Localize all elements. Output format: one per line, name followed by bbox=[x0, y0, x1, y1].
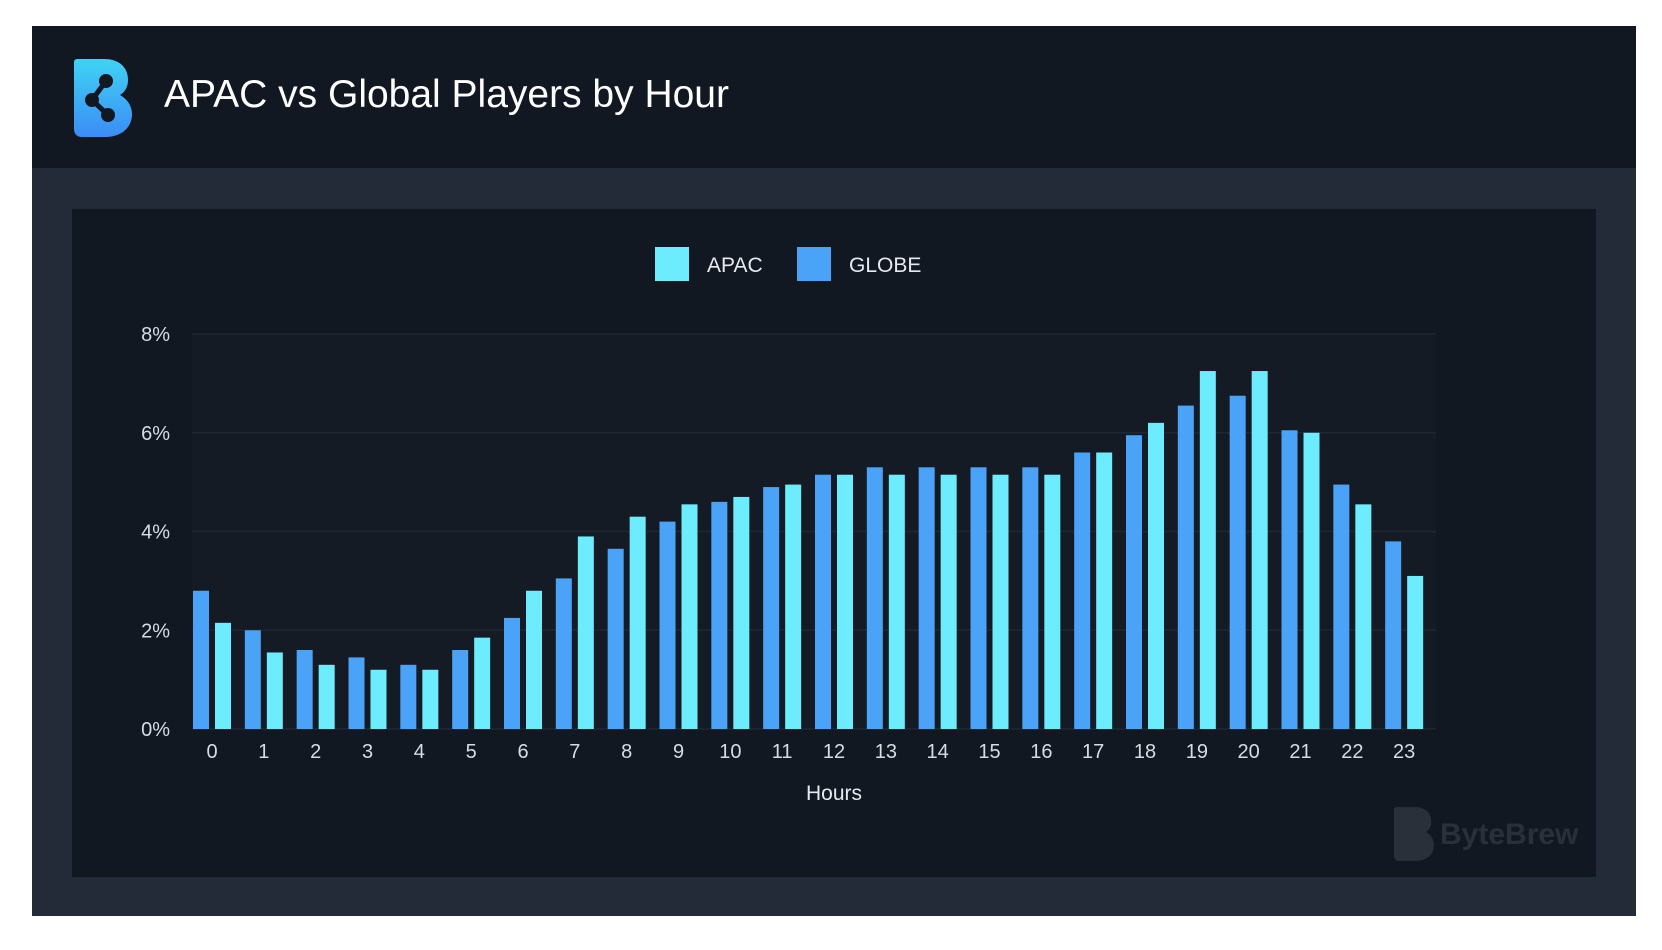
x-tick-label: 9 bbox=[673, 741, 684, 763]
bar-apac-16 bbox=[1044, 474, 1061, 729]
x-tick-label: 14 bbox=[927, 741, 949, 763]
x-tick-label: 17 bbox=[1082, 741, 1104, 763]
bar-apac-13 bbox=[888, 474, 905, 729]
x-tick-label: 2 bbox=[310, 741, 321, 763]
bar-globe-13 bbox=[866, 467, 883, 729]
x-tick-label: 10 bbox=[719, 741, 741, 763]
x-tick-label: 16 bbox=[1030, 741, 1052, 763]
bar-globe-8 bbox=[607, 548, 624, 729]
bytebrew-logo-icon bbox=[74, 59, 132, 137]
bar-apac-5 bbox=[474, 637, 491, 729]
bar-apac-20 bbox=[1251, 371, 1268, 729]
bar-globe-7 bbox=[555, 578, 572, 729]
bar-apac-1 bbox=[266, 652, 283, 729]
x-tick-label: 5 bbox=[466, 741, 477, 763]
bar-apac-23 bbox=[1407, 575, 1424, 729]
x-tick-label: 19 bbox=[1186, 741, 1208, 763]
bar-globe-0 bbox=[193, 590, 209, 729]
bar-globe-17 bbox=[1074, 452, 1091, 729]
bar-globe-6 bbox=[504, 617, 520, 729]
bar-globe-21 bbox=[1281, 430, 1298, 729]
bar-globe-5 bbox=[452, 650, 469, 729]
x-tick-label: 1 bbox=[258, 741, 269, 763]
legend-swatch-globe bbox=[797, 247, 831, 281]
x-tick-label: 20 bbox=[1238, 741, 1260, 763]
x-tick-label: 23 bbox=[1393, 741, 1415, 763]
x-tick-label: 4 bbox=[414, 741, 425, 763]
bar-apac-10 bbox=[733, 496, 750, 729]
bar-apac-0 bbox=[215, 622, 231, 729]
bar-globe-9 bbox=[659, 521, 676, 729]
x-tick-label: 12 bbox=[823, 741, 845, 763]
legend-swatch-apac bbox=[655, 247, 689, 281]
bar-apac-17 bbox=[1096, 452, 1113, 729]
y-tick-label: 2% bbox=[141, 620, 170, 642]
y-tick-label: 4% bbox=[141, 522, 170, 544]
bar-apac-9 bbox=[681, 504, 698, 729]
bar-apac-15 bbox=[992, 474, 1009, 729]
x-tick-label: 21 bbox=[1289, 741, 1311, 763]
bar-apac-18 bbox=[1148, 422, 1164, 729]
bar-apac-7 bbox=[577, 536, 594, 729]
bar-apac-2 bbox=[318, 664, 335, 729]
x-tick-label: 3 bbox=[362, 741, 373, 763]
bar-apac-4 bbox=[422, 669, 439, 729]
bar-globe-18 bbox=[1126, 435, 1142, 729]
bar-apac-21 bbox=[1303, 432, 1320, 729]
bar-apac-22 bbox=[1355, 504, 1372, 729]
watermark-text: ByteBrew bbox=[1440, 818, 1579, 851]
bar-apac-19 bbox=[1199, 371, 1216, 729]
x-tick-label: 8 bbox=[621, 741, 632, 763]
bar-globe-14 bbox=[918, 467, 935, 729]
bar-apac-14 bbox=[940, 474, 957, 729]
bar-globe-2 bbox=[296, 650, 313, 729]
bar-globe-1 bbox=[244, 630, 261, 729]
bar-chart: 0%2%4%6%8%0 1 2 3 4 5 6 7 8 9 10 11 12 13 14 15 16 17 18 19… bbox=[141, 247, 1436, 805]
bar-globe-15 bbox=[970, 467, 987, 729]
x-tick-label: 0 bbox=[206, 741, 217, 763]
y-tick-label: 6% bbox=[141, 423, 170, 445]
chart-title: APAC vs Global Players by Hour bbox=[164, 73, 729, 116]
legend-label-apac: APAC bbox=[707, 254, 763, 277]
chart-panel: 0% 2% 4% 6% 8% 0 1 2 3 4 5 6 7 8 9 10 11 12 13 14 15 16 17 18 19… bbox=[72, 209, 1596, 877]
bar-globe-12 bbox=[815, 474, 831, 729]
watermark: ByteBrew bbox=[1394, 807, 1584, 863]
x-tick-label: 22 bbox=[1341, 741, 1363, 763]
bar-globe-10 bbox=[711, 501, 728, 729]
bar-apac-3 bbox=[370, 669, 387, 729]
x-tick-label: 11 bbox=[772, 741, 793, 763]
bar-globe-22 bbox=[1333, 484, 1350, 729]
header-bar: APAC vs Global Players by Hour bbox=[32, 26, 1636, 168]
legend-label-globe: GLOBE bbox=[849, 254, 921, 277]
x-tick-label: 15 bbox=[978, 741, 1000, 763]
bar-globe-19 bbox=[1177, 405, 1194, 729]
bar-globe-11 bbox=[763, 487, 780, 729]
bar-apac-8 bbox=[629, 516, 646, 729]
x-tick-label: 18 bbox=[1134, 741, 1156, 763]
x-tick-label: 6 bbox=[517, 741, 528, 763]
y-tick-label: 0% bbox=[141, 719, 170, 741]
y-tick-label: 8% bbox=[141, 324, 170, 346]
x-tick-label: 7 bbox=[569, 741, 580, 763]
bar-globe-23 bbox=[1385, 541, 1402, 729]
bar-apac-11 bbox=[785, 484, 802, 729]
bar-globe-3 bbox=[348, 657, 365, 729]
bar-globe-20 bbox=[1229, 395, 1246, 729]
bar-apac-6 bbox=[526, 590, 542, 729]
bar-apac-12 bbox=[837, 474, 853, 729]
bar-globe-4 bbox=[400, 664, 417, 729]
bar-globe-16 bbox=[1022, 467, 1039, 729]
x-tick-label: 13 bbox=[875, 741, 897, 763]
watermark-icon bbox=[1394, 807, 1434, 861]
x-axis-title: Hours bbox=[806, 782, 862, 805]
chart-card: APAC vs Global Players by Hour 0% 2% 4% 6% 8… bbox=[32, 26, 1636, 916]
